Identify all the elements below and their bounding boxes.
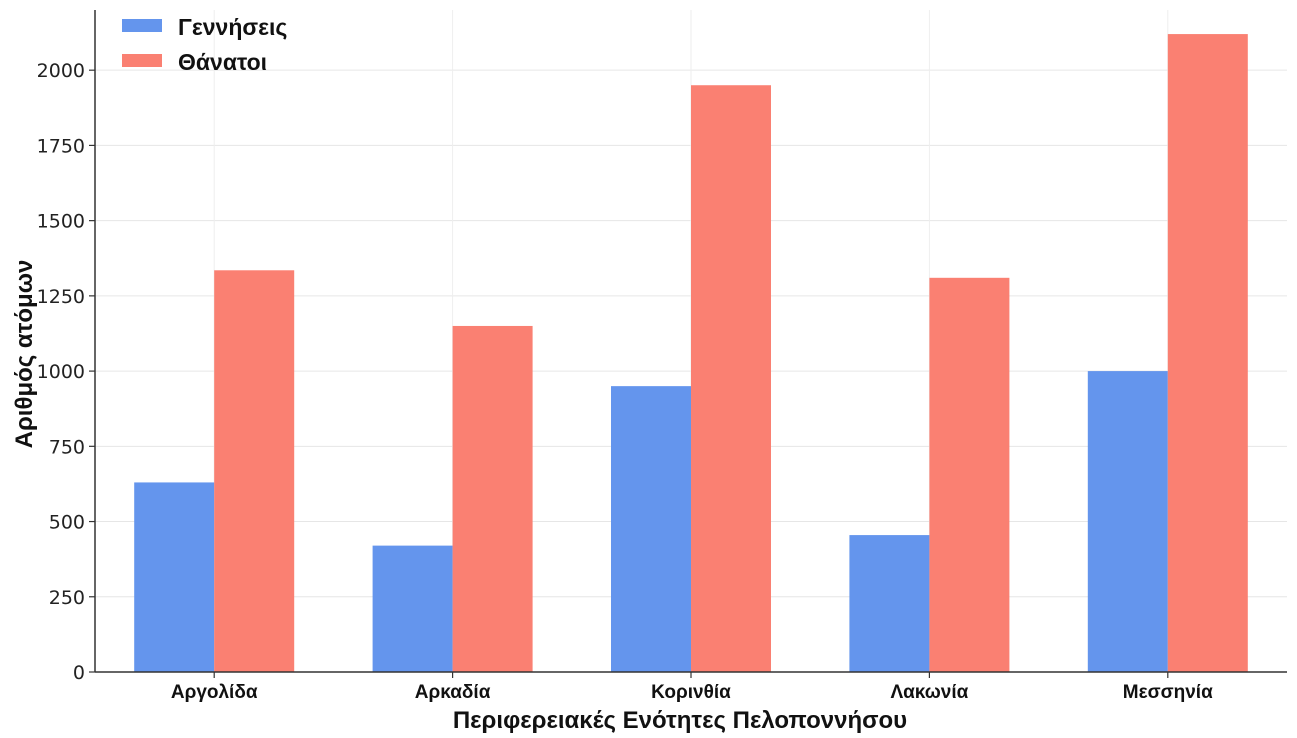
y-tick-label: 1500 — [37, 211, 85, 233]
bar-births — [372, 545, 453, 672]
y-tick-label: 1000 — [37, 361, 85, 383]
legend: Γεννήσεις Θάνατοι — [122, 14, 287, 75]
x-tick-label: Αργολίδα — [171, 682, 258, 703]
legend-swatch-births — [122, 19, 162, 32]
x-tick-labels: Αργολίδα Αρκαδία Κορινθία Λακωνία Μεσσηνία — [171, 682, 1213, 703]
y-axis-title: Αριθμός ατόμων — [11, 260, 38, 449]
bar-deaths — [691, 85, 771, 672]
y-tick-label: 1750 — [37, 135, 85, 157]
axes — [89, 10, 1287, 678]
y-tick-label: 0 — [73, 662, 85, 684]
bars — [134, 34, 1248, 672]
legend-swatch-deaths — [122, 54, 162, 67]
bar-births — [849, 535, 930, 672]
x-tick-label: Αρκαδία — [415, 682, 491, 703]
y-tick-label: 1250 — [37, 286, 85, 308]
x-tick-label: Μεσσηνία — [1123, 682, 1213, 703]
y-tick-labels: 0 250 500 750 1000 1250 1500 1750 2000 — [37, 60, 85, 684]
y-tick-label: 2000 — [37, 60, 85, 82]
bar-births — [1087, 371, 1168, 672]
bar-deaths — [214, 270, 295, 672]
x-tick-label: Κορινθία — [651, 682, 731, 703]
y-tick-label: 250 — [49, 587, 85, 609]
bar-births — [134, 482, 215, 672]
y-tick-label: 750 — [49, 436, 85, 458]
bar-deaths — [452, 325, 533, 672]
x-axis-title: Περιφερειακές Ενότητες Πελοποννήσου — [453, 707, 907, 734]
legend-label-deaths: Θάνατοι — [178, 49, 267, 75]
y-tick-label: 500 — [49, 512, 85, 534]
bar-deaths — [929, 277, 1010, 672]
bar-deaths — [1167, 34, 1248, 672]
legend-label-births: Γεννήσεις — [178, 14, 287, 40]
bar-births — [611, 386, 691, 672]
x-tick-label: Λακωνία — [890, 682, 968, 703]
